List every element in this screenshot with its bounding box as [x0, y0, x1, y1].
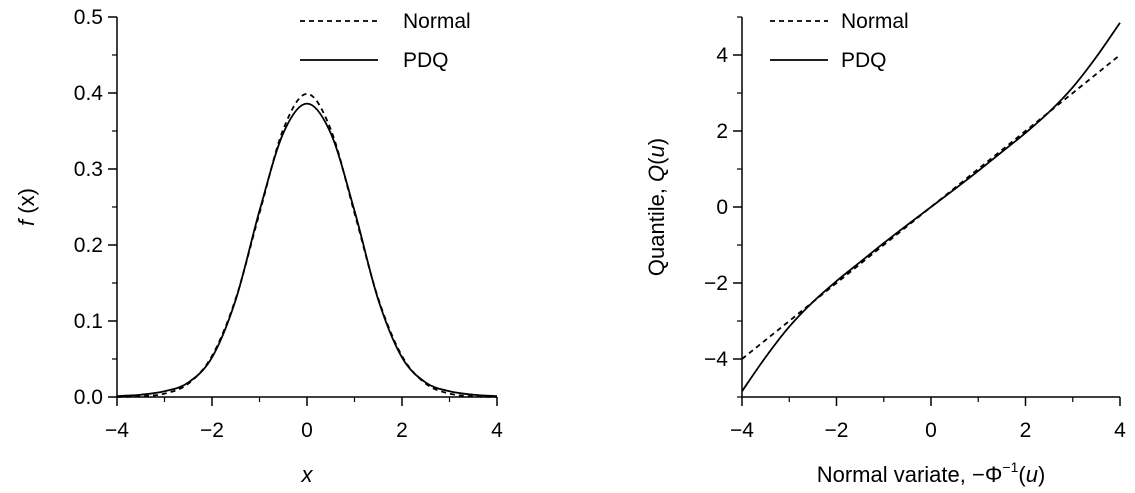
y-tick-label: 0.0: [74, 386, 103, 409]
y-axis-label-paren: ): [644, 138, 669, 145]
y-axis-label: f (x): [14, 188, 39, 226]
legend-label-pdq: PDQ: [841, 49, 887, 72]
quantile-chart: −4 −2 0 2 4 −4 −2 0 2 4 Normal PDQ Normal variate, −…: [644, 10, 1126, 487]
y-axis-label-paren: (: [644, 157, 669, 165]
x-tick-label: −4: [730, 419, 754, 442]
series-line-pdq: [741, 22, 1121, 392]
y-tick-label: 0: [716, 196, 728, 219]
pdf-chart: −4 −2 0 2 4 0.0 0.1 0.2 0.3 0.4 0.5 Normal PDQ x f (x): [14, 6, 503, 487]
y-axis-label: Quantile, Q(u): [644, 138, 669, 276]
y-tick-label: 0.5: [74, 6, 103, 29]
x-axis-label-paren: (: [1018, 462, 1026, 487]
x-tick-label: 0: [925, 419, 937, 442]
series-line-pdq: [116, 102, 498, 397]
x-axis-label-superscript: −1: [1002, 459, 1018, 475]
x-tick-label: 4: [491, 419, 503, 442]
x-tick-label: 2: [1020, 419, 1032, 442]
x-tick-label: −2: [825, 419, 849, 442]
y-tick-label: 2: [716, 120, 728, 143]
y-tick-label: 0.4: [74, 82, 104, 105]
y-axis-label-arg: (x): [14, 188, 39, 220]
x-tick-label: 0: [301, 419, 313, 442]
x-tick-label: 4: [1114, 419, 1126, 442]
y-axis-label-fn: f: [14, 217, 39, 226]
legend-label-normal: Normal: [841, 10, 909, 33]
legend-label-normal: Normal: [403, 10, 471, 33]
x-tick-label: −2: [200, 419, 224, 442]
y-tick-label: 0.1: [74, 310, 103, 333]
y-tick-label: 4: [716, 44, 728, 67]
x-tick-label: 2: [396, 419, 408, 442]
series-line-normal: [116, 92, 498, 398]
x-axis-label-var: u: [1026, 462, 1038, 487]
y-axis-label-var: u: [644, 145, 669, 157]
x-axis-label-text: Normal variate, −Φ: [817, 462, 1003, 487]
x-axis-label-paren: ): [1038, 462, 1045, 487]
x-axis-label: x: [301, 462, 314, 487]
y-axis-label-text: Quantile,: [644, 182, 669, 276]
y-tick-label: 0.2: [74, 234, 103, 257]
y-tick-label: 0.3: [74, 158, 103, 181]
y-axis-label-fn: Q: [644, 165, 669, 182]
x-tick-label: −4: [105, 419, 129, 442]
x-axis-label: Normal variate, −Φ−1(u): [817, 459, 1046, 487]
y-tick-label: −2: [704, 272, 728, 295]
legend-label-pdq: PDQ: [403, 49, 449, 72]
y-tick-label: −4: [704, 348, 728, 371]
